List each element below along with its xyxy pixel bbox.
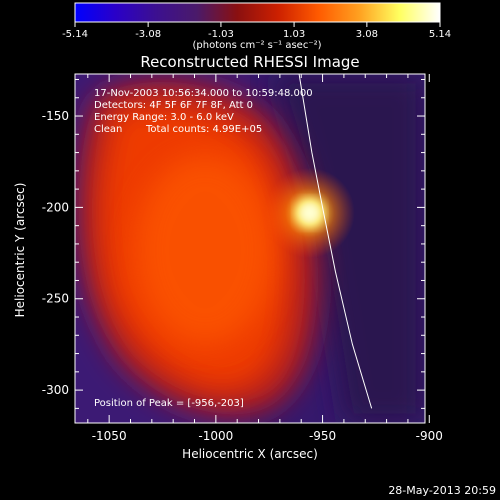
annotation-time-range: 17-Nov-2003 10:56:34.000 to 10:59:48.000: [94, 88, 313, 99]
heatmap-image: [75, 74, 425, 423]
colorbar-tick-label: -3.08: [135, 29, 161, 40]
footer-timestamp: 28-May-2013 20:59: [388, 484, 496, 497]
colorbar: -5.14 -3.08 -1.03 1.03 3.08 5.14 (photons cm⁻…: [62, 2, 451, 51]
y-tick-label: -250: [42, 292, 69, 306]
annotation-clean: Clean: [94, 124, 122, 135]
colorbar-tick-label: 1.03: [283, 29, 305, 40]
x-tick-label: -950: [309, 429, 336, 443]
colorbar-tick-label: -1.03: [208, 29, 234, 40]
y-axis: -150 -200 -250 -300: [42, 78, 425, 409]
heatmap-dark-lane: [270, 74, 425, 423]
x-axis-label: Heliocentric X (arcsec): [182, 447, 318, 461]
colorbar-ticks: -5.14 -3.08 -1.03 1.03 3.08 5.14: [62, 22, 451, 40]
y-tick-label: -200: [42, 200, 69, 214]
chart-title: Reconstructed RHESSI Image: [140, 53, 359, 71]
heatmap-peak-core: [297, 200, 322, 225]
x-tick-label: -1050: [92, 429, 127, 443]
x-tick-label: -1000: [198, 429, 233, 443]
x-axis: -1050 -1000 -950 -900: [87, 74, 443, 443]
colorbar-tick-label: -5.14: [62, 29, 88, 40]
y-tick-label: -300: [42, 383, 69, 397]
colorbar-unit-label: (photons cm⁻² s⁻¹ asec⁻²): [192, 40, 321, 51]
annotation-total-counts: Total counts: 4.99E+05: [145, 124, 262, 135]
y-axis-label: Heliocentric Y (arcsec): [13, 183, 27, 318]
annotations: 17-Nov-2003 10:56:34.000 to 10:59:48.000…: [94, 88, 313, 409]
plot-frame: [74, 73, 426, 424]
annotation-energy-range: Energy Range: 3.0 - 6.0 keV: [94, 112, 234, 123]
solar-limb-line: [298, 74, 373, 409]
colorbar-gradient: [74, 2, 441, 23]
annotation-peak-position: Position of Peak = [-956,-203]: [94, 398, 244, 409]
y-tick-label: -150: [42, 109, 69, 123]
colorbar-tick-label: 5.14: [429, 29, 451, 40]
annotation-detectors: Detectors: 4F 5F 6F 7F 8F, Att 0: [94, 100, 253, 111]
x-tick-label: -900: [416, 429, 443, 443]
heatmap-core-region: [135, 155, 275, 345]
colorbar-tick-label: 3.08: [356, 29, 378, 40]
